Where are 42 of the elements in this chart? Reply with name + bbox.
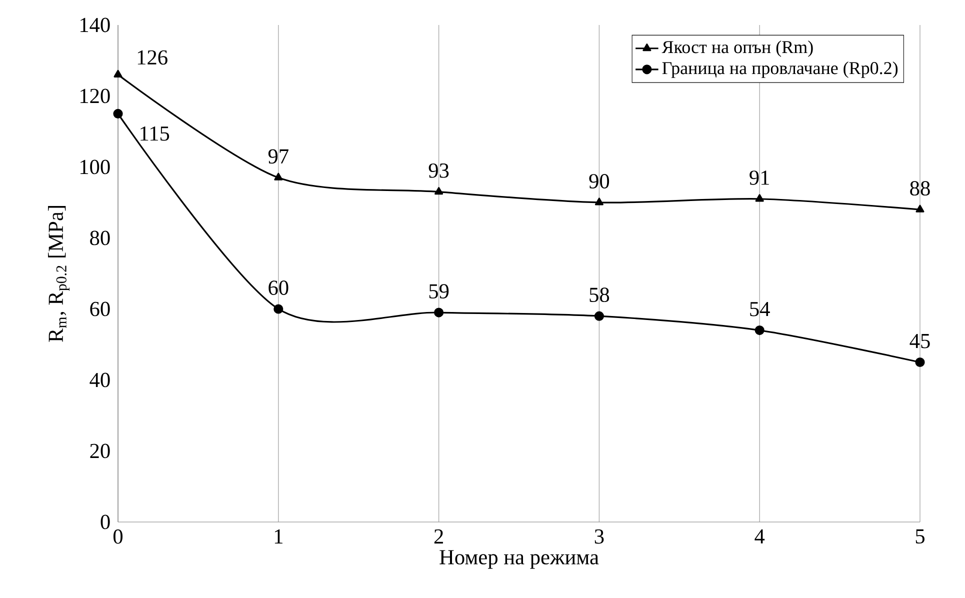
point [114, 70, 122, 78]
x-tick-label: 3 [594, 529, 604, 544]
data-label: 126 [138, 50, 168, 65]
point [113, 108, 123, 119]
point [274, 172, 283, 180]
x-tick-label: 5 [916, 529, 924, 544]
data-label: 58 [590, 288, 610, 302]
legend-label: Граница на провлачане (Rp0.2) [662, 62, 898, 78]
data-label: 97 [268, 149, 288, 164]
data-label: 93 [428, 163, 449, 178]
data-label: 88 [910, 181, 930, 196]
y-tick-label: 100 [80, 160, 110, 174]
x-tick-label: 0 [113, 529, 123, 544]
y-tick-label: 20 [90, 444, 110, 458]
point [434, 187, 444, 195]
x-tick-label: 1 [274, 529, 282, 544]
point [754, 325, 764, 336]
point [274, 304, 284, 314]
data-label: 60 [268, 280, 288, 295]
y-tick-label: 80 [90, 230, 110, 246]
y-tick-label: 120 [80, 88, 110, 104]
data-label: 59 [429, 284, 449, 298]
x-tick-label: 2 [434, 529, 443, 544]
data-label: 91 [750, 170, 769, 185]
y-tick-label: 40 [90, 372, 110, 388]
data-label: 45 [910, 334, 930, 348]
data-label: 90 [589, 174, 610, 188]
point [594, 311, 604, 321]
x-tick-label: 4 [754, 529, 765, 544]
data-label: 115 [140, 126, 170, 141]
point [594, 198, 604, 206]
point [434, 308, 444, 318]
legend-label: Якост на опън (Rm) [662, 40, 813, 57]
y-tick-label: 140 [80, 18, 110, 32]
point [916, 204, 924, 212]
y-tick-label: 0 [100, 514, 110, 530]
y-tick-label: 60 [90, 302, 110, 316]
data-label: 54 [750, 302, 770, 316]
x-axis-title: Номер на режима [440, 550, 599, 569]
point [755, 194, 764, 202]
point [915, 357, 925, 368]
y-axis-title: R$_{m}$, R$_{p0.2}$ [MPa] [48, 206, 70, 342]
